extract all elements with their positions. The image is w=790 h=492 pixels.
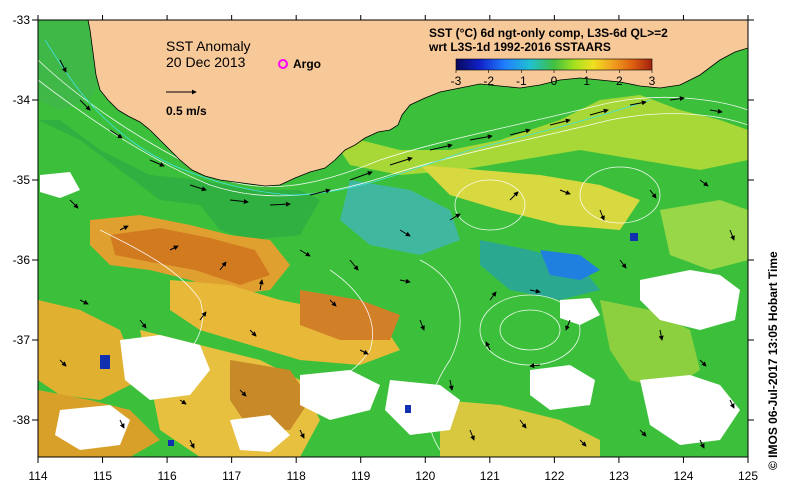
imos-credit: © IMOS 06-Jul-2017 13:05 Hobart Time [766, 251, 780, 470]
ocean-anomaly-field [38, 20, 748, 457]
x-tick-label: 122 [544, 469, 564, 483]
y-tick-label: -38 [13, 413, 31, 427]
velocity-scale-label: 0.5 m/s [166, 104, 207, 118]
colorbar-ticks: -3 -2 -1 0 1 2 3 [451, 70, 656, 88]
legend-title-line1: SST (°C) 6d ngt-only comp, L3S-6d QL>=2 [429, 26, 668, 40]
x-tick-label: 117 [222, 469, 241, 483]
argo-label: Argo [293, 57, 321, 71]
map-title: SST Anomaly [166, 38, 251, 54]
x-tick-label: 120 [415, 469, 435, 483]
x-tick-label: 114 [28, 469, 47, 483]
legend-title-line2: wrt L3S-1d 1992-2016 SSTAARS [428, 40, 611, 54]
colorbar-tick-label: -2 [483, 74, 494, 88]
colorbar-tick-label: 2 [616, 74, 623, 88]
x-tick-label: 115 [93, 469, 112, 483]
y-tick-label: -37 [13, 333, 31, 347]
x-tick-label: 118 [287, 469, 306, 483]
colorbar-tick-label: 0 [551, 74, 558, 88]
colorbar-tick-label: -1 [516, 74, 527, 88]
x-tick-label: 125 [738, 469, 758, 483]
x-tick-label: 123 [609, 469, 629, 483]
argo-marker-icon [278, 59, 288, 69]
colorbar-tick-label: 1 [583, 74, 590, 88]
y-tick-label: -36 [13, 253, 31, 267]
x-tick-label: 124 [673, 469, 693, 483]
map-date: 20 Dec 2013 [166, 54, 246, 70]
x-axis-ticks: 114 115 116 117 118 119 120 121 122 123 124 125 [28, 15, 758, 483]
x-tick-label: 116 [158, 469, 177, 483]
x-tick-label: 119 [351, 469, 370, 483]
colorbar [455, 58, 653, 71]
x-tick-label: 121 [480, 469, 500, 483]
y-tick-label: -33 [13, 13, 31, 27]
colorbar-tick-label: -3 [451, 74, 462, 88]
colorbar-tick-label: 3 [649, 74, 656, 88]
y-tick-label: -34 [13, 93, 31, 107]
map-frame [37, 19, 749, 458]
y-axis-ticks: -33-34-35-36-37-38 [13, 13, 754, 427]
y-tick-label: -35 [13, 173, 31, 187]
